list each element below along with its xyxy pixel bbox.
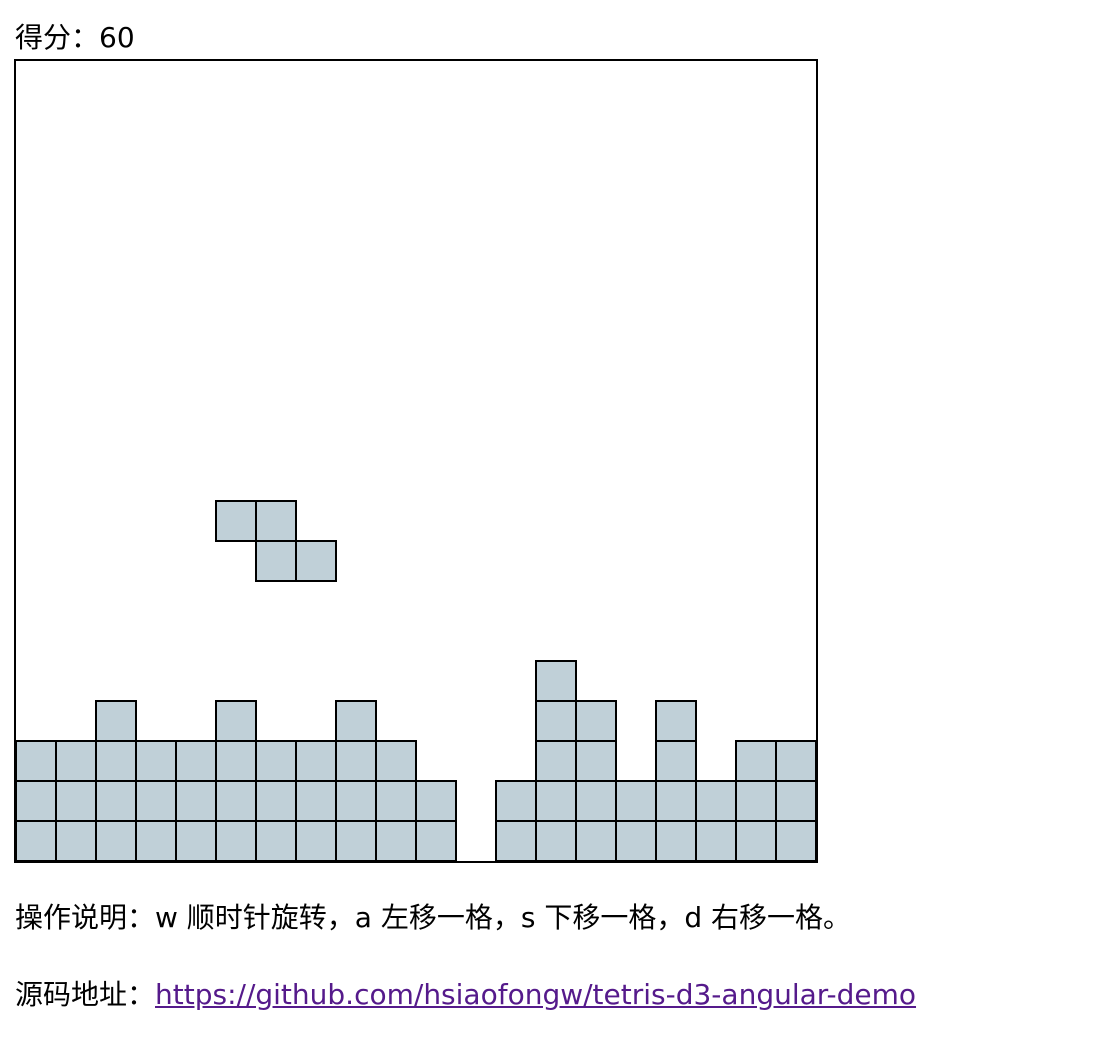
stack-block xyxy=(655,700,697,742)
stack-block xyxy=(695,780,737,822)
stack-block xyxy=(95,780,137,822)
stack-block xyxy=(495,820,537,861)
stack-block xyxy=(55,820,97,861)
stack-block xyxy=(255,740,297,782)
stack-block xyxy=(655,820,697,861)
falling-piece-block xyxy=(255,500,297,542)
stack-block xyxy=(695,820,737,861)
stack-block xyxy=(215,700,257,742)
stack-block xyxy=(535,820,577,861)
stack-block xyxy=(55,740,97,782)
stack-block xyxy=(16,780,57,822)
stack-block xyxy=(575,820,617,861)
stack-block xyxy=(135,780,177,822)
score-display: 得分：60 xyxy=(15,20,135,56)
stack-block xyxy=(375,740,417,782)
stack-block xyxy=(535,700,577,742)
stack-block xyxy=(335,780,377,822)
stack-block xyxy=(615,780,657,822)
stack-block xyxy=(735,780,777,822)
source-line: 源码地址：https://github.com/hsiaofongw/tetri… xyxy=(15,975,916,1015)
controls-instructions: 操作说明：w 顺时针旋转，a 左移一格，s 下移一格，d 右移一格。 xyxy=(15,901,852,934)
stack-block xyxy=(775,780,816,822)
stack-block xyxy=(375,820,417,861)
stack-block xyxy=(575,700,617,742)
stack-block xyxy=(295,820,337,861)
stack-block xyxy=(415,780,457,822)
score-value: 60 xyxy=(99,21,135,54)
stack-block xyxy=(415,820,457,861)
stack-block xyxy=(495,780,537,822)
score-label: 得分： xyxy=(15,21,100,54)
stack-block xyxy=(16,820,57,861)
stack-block xyxy=(335,700,377,742)
falling-piece-block xyxy=(295,540,337,582)
stack-block xyxy=(535,780,577,822)
stack-block xyxy=(95,820,137,861)
stack-block xyxy=(175,740,217,782)
stack-block xyxy=(775,820,816,861)
board-canvas xyxy=(16,500,816,861)
stack-block xyxy=(255,820,297,861)
game-board[interactable] xyxy=(14,59,818,863)
source-link[interactable]: https://github.com/hsiaofongw/tetris-d3-… xyxy=(155,978,917,1011)
stack-block xyxy=(295,780,337,822)
stack-block xyxy=(615,820,657,861)
stack-block xyxy=(335,820,377,861)
stack-block xyxy=(135,740,177,782)
stack-block xyxy=(175,820,217,861)
stack-block xyxy=(655,740,697,782)
stack-block xyxy=(215,740,257,782)
stack-block xyxy=(55,780,97,822)
stack-block xyxy=(215,780,257,822)
stack-block xyxy=(95,700,137,742)
stack-block xyxy=(295,740,337,782)
stack-block xyxy=(655,780,697,822)
stack-block xyxy=(215,820,257,861)
stack-block xyxy=(575,780,617,822)
stack-block xyxy=(335,740,377,782)
stack-block xyxy=(16,740,57,782)
stack-block xyxy=(735,740,777,782)
stack-block xyxy=(375,780,417,822)
stack-block xyxy=(535,740,577,782)
source-label: 源码地址： xyxy=(15,978,156,1011)
stack-block xyxy=(735,820,777,861)
stack-block xyxy=(95,740,137,782)
stack-block xyxy=(535,660,577,702)
falling-piece-block xyxy=(255,540,297,582)
stack-block xyxy=(575,740,617,782)
stack-block xyxy=(775,740,816,782)
stack-block xyxy=(135,820,177,861)
stack-block xyxy=(255,780,297,822)
falling-piece-block xyxy=(215,500,257,542)
stack-block xyxy=(175,780,217,822)
